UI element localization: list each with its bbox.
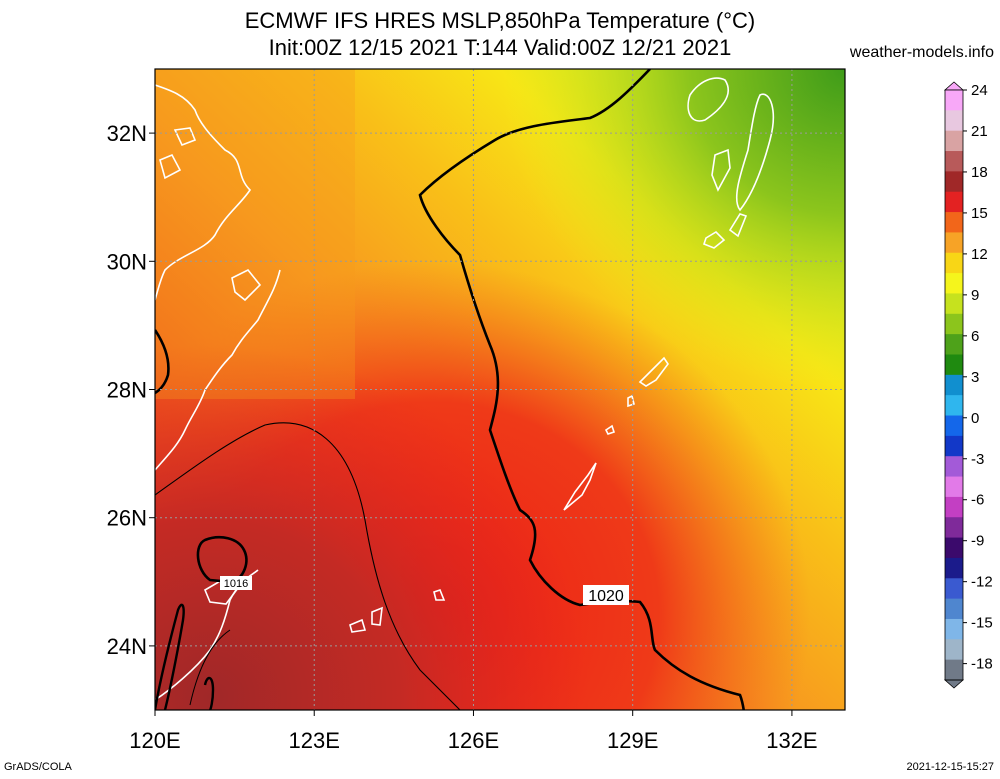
colorbar-swatch <box>945 456 963 478</box>
colorbar-swatch <box>945 659 963 681</box>
colorbar-swatch <box>945 598 963 620</box>
colorbar-swatch <box>945 334 963 355</box>
colorbar-label: 24 <box>971 82 988 99</box>
isobar-1016-line <box>196 536 248 584</box>
colorbar-swatch <box>945 578 963 600</box>
y-tick-label: 30N <box>107 249 147 274</box>
colorbar-label: 3 <box>971 369 979 386</box>
colorbar-swatch <box>945 557 963 579</box>
colorbar-swatch <box>945 435 963 457</box>
x-tick-label: 123E <box>289 728 340 753</box>
y-tick-label: 26N <box>107 506 147 531</box>
colorbar-label: 0 <box>971 410 979 427</box>
colorbar-swatch <box>945 354 963 376</box>
colorbar-swatch <box>945 110 963 132</box>
colorbar-label: -9 <box>971 533 984 550</box>
colorbar-swatch <box>945 374 963 396</box>
isobar-1016-label: 1016 <box>224 578 248 590</box>
y-tick-label: 32N <box>107 121 147 146</box>
x-tick-label: 129E <box>607 728 658 753</box>
colorbar-label: -12 <box>971 574 993 591</box>
y-tick-label: 28N <box>107 378 147 403</box>
colorbar-label: 15 <box>971 205 988 222</box>
colorbar-swatch <box>945 212 963 233</box>
colorbar-swatch <box>945 517 963 539</box>
colorbar-swatch <box>945 90 963 111</box>
coastlines <box>155 77 775 701</box>
colorbar-swatch <box>945 130 963 152</box>
colorbar-bottom-arrow <box>943 679 965 689</box>
chart-subtitle: Init:00Z 12/15 2021 T:144 Valid:00Z 12/2… <box>268 35 732 60</box>
colorbar-label: 6 <box>971 328 979 345</box>
site-credit: weather-models.info <box>849 44 994 61</box>
colorbar-swatch <box>945 313 963 335</box>
colorbar-swatch <box>945 232 963 254</box>
colorbar-swatch <box>945 191 963 213</box>
colorbar-label: -18 <box>971 656 993 673</box>
x-tick-label: 120E <box>129 728 180 753</box>
colorbar-swatch <box>945 151 963 172</box>
y-axis: 24N 26N 28N 30N 32N <box>107 121 155 659</box>
y-tick-label: 24N <box>107 634 147 659</box>
isobars <box>155 69 745 710</box>
footer-timestamp: 2021-12-15-15:27 <box>906 761 994 773</box>
colorbar-swatch <box>945 171 963 193</box>
colorbar-swatch <box>945 395 963 417</box>
colorbar-label: 21 <box>971 123 988 140</box>
isobar-1016-label-box <box>220 576 252 590</box>
isobar-1020-label-box <box>583 585 629 605</box>
colorbar-swatch <box>945 639 963 661</box>
footer-software: GrADS/COLA <box>4 761 72 773</box>
colorbar-label: -6 <box>971 492 984 509</box>
colorbar-label: 9 <box>971 287 979 304</box>
colorbar-swatch <box>945 618 963 640</box>
colorbar-swatch <box>945 415 963 437</box>
x-axis: 120E 123E 126E 129E 132E <box>129 710 818 753</box>
x-tick-label: 126E <box>448 728 499 753</box>
chart-title: ECMWF IFS HRES MSLP,850hPa Temperature (… <box>244 8 756 33</box>
colorbar-label: -15 <box>971 615 993 632</box>
colorbar-swatch <box>945 476 963 498</box>
isobar-1020-west <box>155 329 170 395</box>
colorbar-label: 18 <box>971 164 988 181</box>
colorbar-swatch <box>945 293 963 315</box>
isobar-1020-label: 1020 <box>588 588 624 605</box>
colorbar-swatch <box>945 496 963 518</box>
colorbar-swatch <box>945 252 963 274</box>
isobar-1020-line <box>418 69 745 710</box>
colorbar-swatch <box>945 537 963 559</box>
colorbar-top-arrow <box>943 81 965 91</box>
colorbar-label: 12 <box>971 246 988 263</box>
colorbar-frame <box>944 89 964 681</box>
colorbar: 24 21 18 15 12 9 6 3 0 -3 -6 -9 -12 -15 -18 <box>943 81 993 689</box>
colorbar-label: -3 <box>971 451 984 468</box>
x-tick-label: 132E <box>766 728 817 753</box>
colorbar-swatch <box>945 273 963 294</box>
